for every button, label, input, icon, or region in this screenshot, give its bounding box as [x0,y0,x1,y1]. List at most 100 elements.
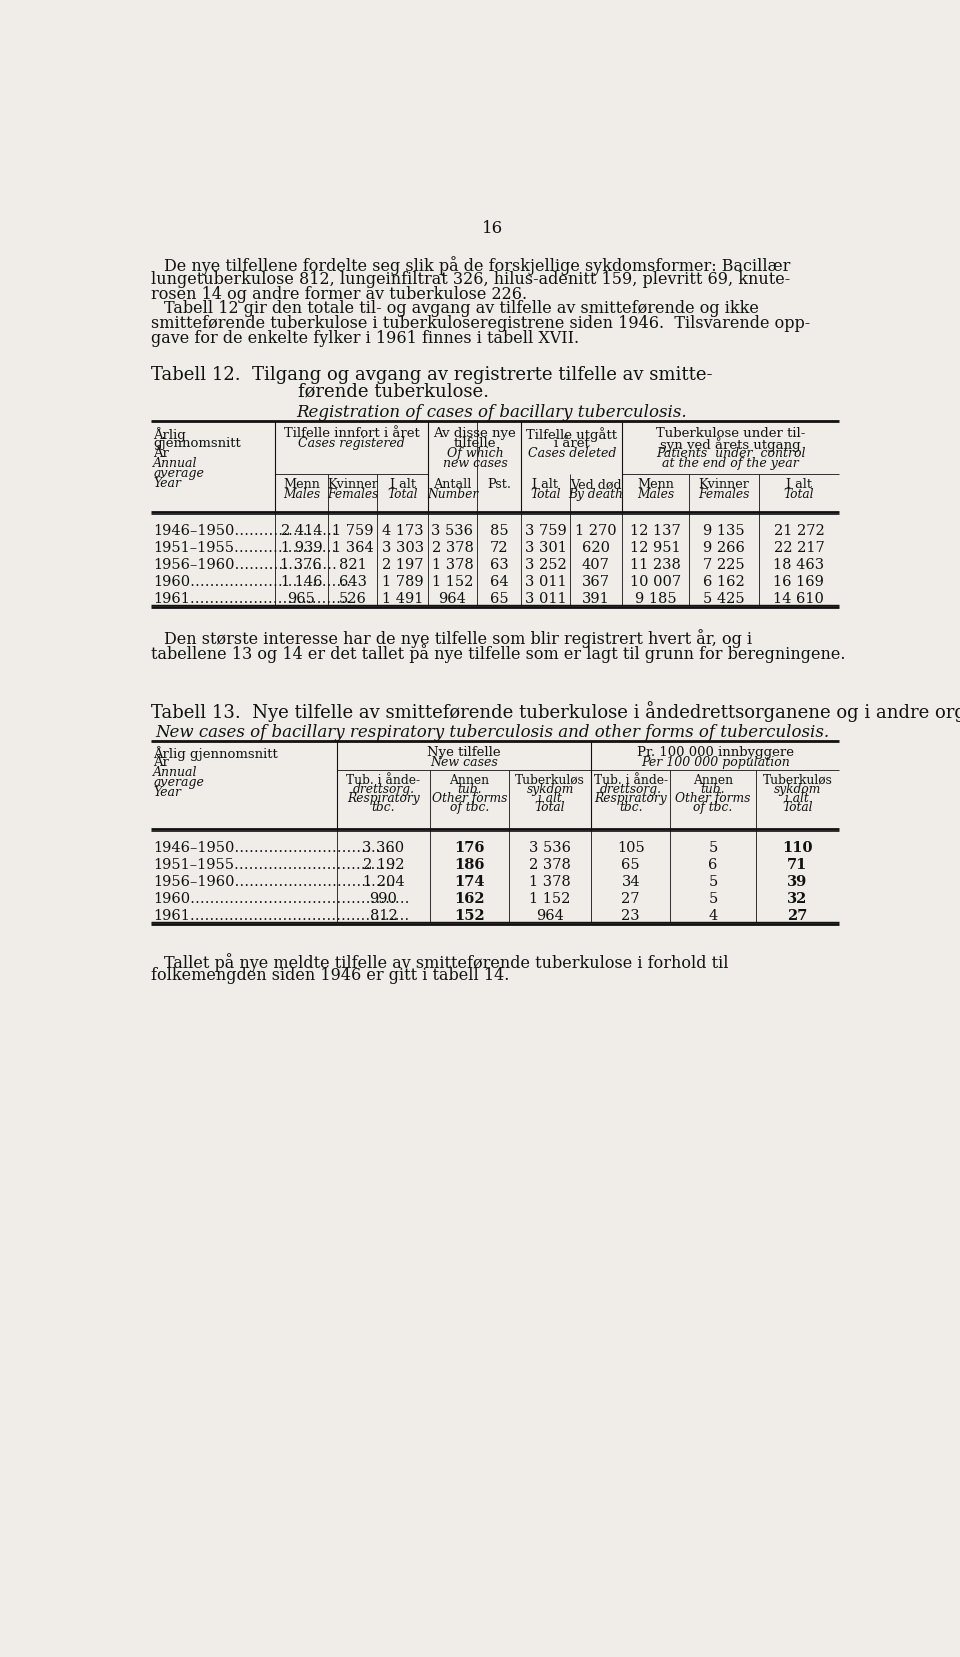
Text: Annual: Annual [154,766,198,779]
Text: År: År [154,447,169,459]
Text: Tuberkuløs: Tuberkuløs [516,774,585,787]
Text: Tub. i ånde-: Tub. i ånde- [347,774,420,787]
Text: 186: 186 [454,858,485,872]
Text: 65: 65 [621,858,640,872]
Text: Respiratory: Respiratory [348,792,420,805]
Text: 5 425: 5 425 [703,592,745,605]
Text: 110: 110 [782,842,812,855]
Text: Of which: Of which [446,447,503,459]
Text: Patients  under  control: Patients under control [656,447,805,459]
Text: gjennomsnitt: gjennomsnitt [154,437,241,449]
Text: at the end of the year: at the end of the year [662,457,799,471]
Text: 14 610: 14 610 [774,592,825,605]
Text: 174: 174 [454,875,485,888]
Text: 3 536: 3 536 [431,524,473,539]
Text: Males: Males [283,489,320,502]
Text: 1961………………………………………: 1961……………………………………… [154,908,410,923]
Text: 5: 5 [708,891,717,906]
Text: of tbc.: of tbc. [693,800,732,814]
Text: 1 789: 1 789 [382,575,423,588]
Text: Per 100 000 population: Per 100 000 population [641,756,789,769]
Text: 27: 27 [787,908,807,923]
Text: 1 759: 1 759 [332,524,373,539]
Text: 3 301: 3 301 [524,540,566,555]
Text: 526: 526 [339,592,367,605]
Text: 1961……………………………: 1961…………………………… [154,592,351,605]
Text: 3 536: 3 536 [529,842,571,855]
Text: 105: 105 [617,842,644,855]
Text: Tabell 12.  Tilgang og avgang av registrerte tilfelle av smitte-: Tabell 12. Tilgang og avgang av registre… [151,366,712,384]
Text: 3 011: 3 011 [525,592,566,605]
Text: Den største interesse har de nye tilfelle som blir registrert hvert år, og i: Den største interesse har de nye tilfell… [164,630,753,648]
Text: I alt: I alt [533,479,559,492]
Text: År: År [154,756,169,769]
Text: 367: 367 [582,575,610,588]
Text: Tub. i ånde-: Tub. i ånde- [593,774,668,787]
Text: 9 185: 9 185 [635,592,677,605]
Text: i alt: i alt [539,792,562,805]
Text: tub.: tub. [701,782,725,795]
Text: 964: 964 [537,908,564,923]
Text: 643: 643 [339,575,367,588]
Text: 9 266: 9 266 [703,540,745,555]
Text: 9 135: 9 135 [703,524,745,539]
Text: 5: 5 [708,842,717,855]
Text: Other forms: Other forms [432,792,507,805]
Text: 3 252: 3 252 [524,558,566,572]
Text: i året: i året [554,437,589,449]
Text: 72: 72 [490,540,508,555]
Text: 964: 964 [439,592,467,605]
Text: new cases: new cases [443,457,507,471]
Text: 16 169: 16 169 [774,575,825,588]
Text: 3 303: 3 303 [382,540,424,555]
Text: 12 951: 12 951 [630,540,681,555]
Text: Annual: Annual [154,457,198,471]
Text: Ved død: Ved død [570,479,622,492]
Text: Total: Total [530,489,561,502]
Text: Cases registered: Cases registered [299,437,405,449]
Text: 6: 6 [708,858,717,872]
Text: Annen: Annen [449,774,490,787]
Text: 965: 965 [287,592,315,605]
Text: De nye tilfellene fordelte seg slik på de forskjellige sykdomsformer: Bacillær: De nye tilfellene fordelte seg slik på d… [164,257,790,275]
Text: 821: 821 [339,558,367,572]
Text: 1960……………………………: 1960…………………………… [154,575,351,588]
Text: 2 192: 2 192 [363,858,404,872]
Text: Pst.: Pst. [487,479,511,492]
Text: 990: 990 [370,891,397,906]
Text: Year: Year [154,477,181,490]
Text: 1951–1955……………………………: 1951–1955…………………………… [154,858,396,872]
Text: Menn: Menn [637,479,674,492]
Text: rosen 14 og andre former av tuberkulose 226.: rosen 14 og andre former av tuberkulose … [151,287,527,303]
Text: Kvinner: Kvinner [327,479,378,492]
Text: sykdom: sykdom [774,782,821,795]
Text: 39: 39 [787,875,807,888]
Text: 1 378: 1 378 [432,558,473,572]
Text: Males: Males [637,489,674,502]
Text: 64: 64 [490,575,508,588]
Text: 1951–1955…………………: 1951–1955………………… [154,540,337,555]
Text: Tabell 12 gir den totale til- og avgang av tilfelle av smitteførende og ikke: Tabell 12 gir den totale til- og avgang … [164,300,759,318]
Text: 16: 16 [481,220,503,237]
Text: 2 197: 2 197 [382,558,423,572]
Text: 4 173: 4 173 [382,524,423,539]
Text: Number: Number [427,489,478,502]
Text: New cases: New cases [430,756,498,769]
Text: drettsorg.: drettsorg. [352,782,415,795]
Text: Total: Total [535,800,565,814]
Text: lungetuberkulose 812, lungeinfiltrat 326, hilus-adenitt 159, plevritt 69, knute-: lungetuberkulose 812, lungeinfiltrat 326… [151,272,790,288]
Text: 391: 391 [582,592,610,605]
Text: 23: 23 [621,908,640,923]
Text: 162: 162 [454,891,485,906]
Text: Year: Year [154,787,181,799]
Text: 1 152: 1 152 [432,575,473,588]
Text: 2 378: 2 378 [432,540,473,555]
Text: tub.: tub. [457,782,482,795]
Text: førende tuberkulose.: førende tuberkulose. [299,383,490,401]
Text: By death: By death [568,489,623,502]
Text: 1 204: 1 204 [363,875,404,888]
Text: Respiratory: Respiratory [594,792,667,805]
Text: smitteførende tuberkulose i tuberkuloseregistrene siden 1946.  Tilsvarende opp-: smitteførende tuberkulose i tuberkuloser… [151,315,810,331]
Text: 3 759: 3 759 [524,524,566,539]
Text: sykdom: sykdom [526,782,574,795]
